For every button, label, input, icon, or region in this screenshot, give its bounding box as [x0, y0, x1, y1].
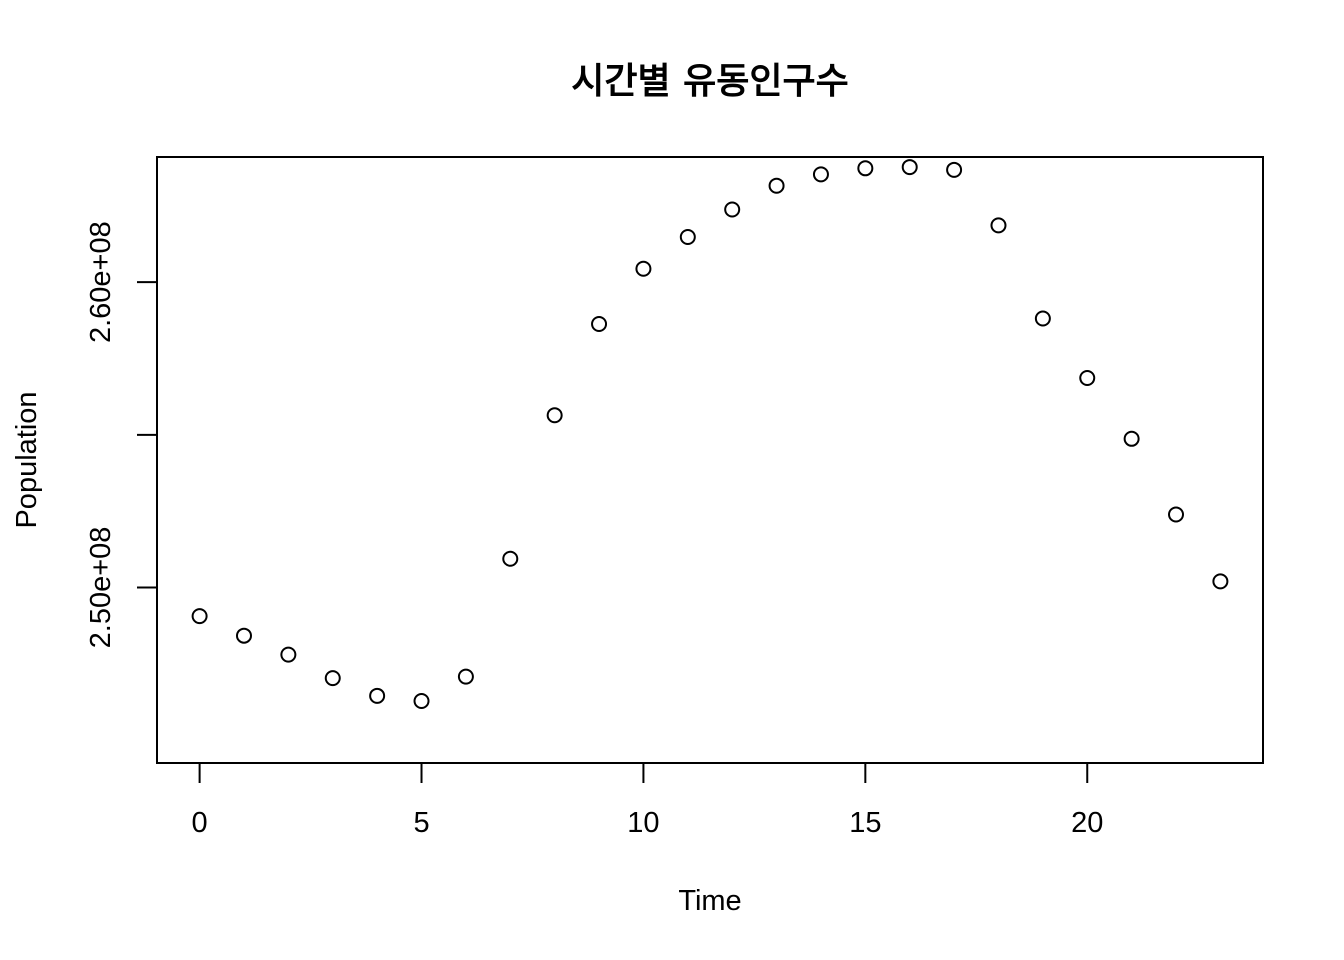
x-tick-label: 5 [413, 807, 429, 839]
x-tick-label: 20 [1071, 807, 1103, 839]
x-tick-label: 10 [627, 807, 659, 839]
data-point [990, 217, 1007, 234]
data-point [546, 407, 563, 424]
data-point [812, 166, 829, 183]
data-point [280, 646, 297, 663]
chart-title: 시간별 유동인구수 [571, 61, 849, 102]
data-point [635, 260, 652, 277]
data-point [1123, 430, 1140, 447]
data-point [369, 687, 386, 704]
y-tick-label: 2.60e+08 [85, 221, 117, 343]
data-point [1079, 370, 1096, 387]
data-point [591, 315, 608, 332]
data-point [1034, 310, 1051, 327]
x-axis-label: Time [678, 885, 741, 917]
data-points [191, 159, 1229, 710]
data-point [235, 627, 252, 644]
data-point [457, 668, 474, 685]
data-point [1212, 573, 1229, 590]
plot-frame [156, 156, 1264, 764]
data-point [857, 160, 874, 177]
data-point [946, 161, 963, 178]
y-axis-label: Population [11, 391, 43, 528]
data-point [901, 159, 918, 176]
data-point [413, 693, 430, 710]
data-point [768, 177, 785, 194]
data-point [724, 201, 741, 218]
y-axis: 2.50e+08 2.60e+08 [85, 221, 158, 649]
y-tick-label: 2.50e+08 [85, 527, 117, 649]
x-tick-label: 15 [849, 807, 881, 839]
x-axis: 0 5 10 15 20 [192, 762, 1103, 839]
data-point [502, 550, 519, 567]
data-point [324, 670, 341, 687]
data-point [1168, 506, 1185, 523]
data-point [679, 228, 696, 245]
data-point [191, 608, 208, 625]
x-tick-label: 0 [192, 807, 208, 839]
